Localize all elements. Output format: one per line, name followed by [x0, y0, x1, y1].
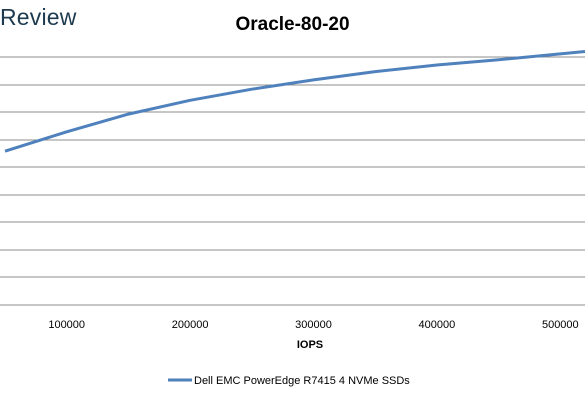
legend-label: Dell EMC PowerEdge R7415 4 NVMe SSDs: [194, 375, 410, 387]
series-layer: [4, 50, 585, 153]
x-tick-label: 100000: [48, 319, 85, 331]
brand-logo-text: Review: [0, 4, 77, 30]
x-axis-tick-labels: 100000 200000 300000 400000 500000: [48, 319, 578, 331]
x-tick-label: 500000: [542, 319, 579, 331]
legend: Dell EMC PowerEdge R7415 4 NVMe SSDs: [168, 375, 410, 387]
x-tick-label: 300000: [295, 319, 332, 331]
gridlines: [0, 56, 585, 306]
x-axis-title: IOPS: [297, 339, 323, 351]
chart-title: Oracle-80-20: [235, 14, 350, 35]
series-line: [4, 50, 585, 153]
x-tick-label: 200000: [172, 319, 209, 331]
x-tick-label: 400000: [419, 319, 456, 331]
